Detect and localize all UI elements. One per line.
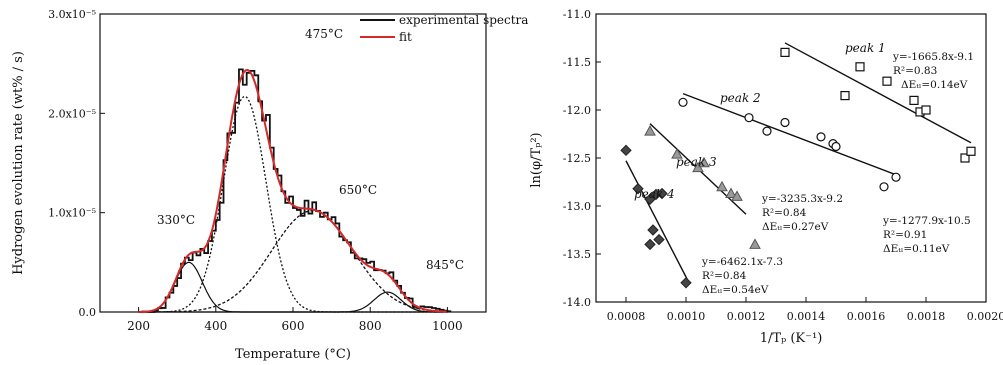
fit-line-peak-1 [784,42,972,144]
right-x-tick-label: 0.0016 [847,310,886,323]
peak-1-point [840,90,850,101]
arrhenius-chart: 0.0008 0.0010 0.0012 0.0014 0.0016 0.0018 0.00… [529,8,1003,346]
legend-label-fit: fit [399,30,412,44]
left-x-axis-label: Temperature (°C) [235,347,351,362]
peak-4-point [632,183,644,195]
series-label-peak-4: peak 4 [634,187,675,201]
right-y-tick-label: -12.5 [563,152,591,165]
left-x-tick-label: 400 [204,319,227,333]
equation-peak-3-line-1: R²=0.84 [762,207,807,219]
peak-3-point [716,180,728,192]
equation-peak-2-line-2: ΔEₜₗ=0.11eV [883,243,950,255]
left-y-tick-label: 0.0 [79,306,97,319]
peak-2-point [816,132,826,142]
left-x-tick-label: 600 [282,319,305,333]
equation-peak-4-line-0: y=-6462.1x-7.3 [701,256,783,268]
peak-1-point [882,76,892,86]
series-label-peak-2: peak 2 [720,91,761,105]
peak-2-point [891,172,901,182]
peak-2-point [879,182,889,192]
left-y-tick-label: 2.0x10⁻⁵ [48,107,96,120]
peak-2-point [762,126,772,136]
component-curve-2 [138,210,448,313]
equation-peak-2-line-0: y=-1277.9x-10.5 [882,215,971,227]
peak-3-point [644,125,656,136]
peak-4-point [653,233,665,246]
peak-3-point [725,187,737,199]
right-y-tick-label: -11.5 [563,56,591,69]
peak-1-point [960,153,970,163]
equation-peak-3-line-0: y=-3235.3x-9.2 [761,193,843,205]
left-x-tick-label: 1000 [432,319,463,333]
peak-3-point [749,238,761,249]
peak-label-845: 845°C [426,258,464,272]
right-x-tick-label: 0.0018 [907,310,946,323]
peak-1-point [909,95,919,106]
component-curve-3 [138,291,448,313]
equation-peak-2-line-1: R²=0.91 [883,229,927,241]
right-x-tick-label: 0.0008 [607,310,646,323]
peak-label-475: 475°C [305,27,343,41]
right-x-tick-label: 0.0020 [967,310,1003,323]
peak-3-point [731,190,743,201]
experimental-spectrum-line [138,68,452,313]
legend-label-experimental: experimental spectra [399,13,528,27]
right-y-tick-label: -12.0 [563,104,591,117]
peak-4-point [644,238,656,251]
series-label-peak-3: peak 3 [676,155,717,169]
peak-3-point [698,156,710,168]
peak-4-point [644,193,656,205]
right-y-tick-label: -11.0 [563,8,591,21]
fit-line-peak-2 [682,92,897,176]
right-x-tick-label: 0.0014 [787,310,826,323]
peak-1-point [780,47,790,58]
right-y-tick-label: -13.0 [563,200,591,213]
right-y-tick-label: -13.5 [563,248,591,261]
peak-4-point [620,144,632,157]
peak-2-point [780,117,790,128]
component-curve-1 [138,95,448,313]
left-y-tick-label: 1.0x10⁻⁵ [48,207,96,220]
peak-label-330: 330°C [157,213,195,227]
equation-peak-1-line-2: ΔEₜₗ=0.14eV [901,79,968,91]
peak-4-point [656,187,668,200]
peak-3-point [671,148,683,159]
left-y-axis-label: Hydrogen evolution rate (wt% / s) [11,51,26,275]
equation-peak-1-line-0: y=-1665.8x-9.1 [892,51,974,63]
peak-1-point [921,105,931,115]
right-y-tick-label: -14.0 [563,296,591,309]
peak-2-point [744,113,754,123]
peak-label-650: 650°C [339,183,377,197]
peak-1-point [855,62,865,72]
right-x-axis-label: 1/Tₚ (K⁻¹) [760,331,823,346]
tpd-spectrum-chart: 200 400 600 800 1000 0.0 1.0x10⁻⁵ 2.0x10⁻⁵ 3.0x1… [11,8,528,362]
series-label-peak-1: peak 1 [845,41,886,55]
peak-1-point [966,146,976,156]
peak-2-point [831,141,841,152]
right-x-tick-label: 0.0010 [667,310,706,323]
equation-peak-1-line-1: R²=0.83 [893,65,937,77]
fit-line-peak-4 [625,160,690,284]
left-y-tick-label: 3.0x10⁻⁵ [48,8,96,21]
peak-2-point [678,97,688,107]
fit-curve-line [138,68,447,313]
left-x-tick-label: 200 [127,319,150,333]
right-x-tick-label: 0.0012 [727,310,766,323]
equation-peak-3-line-2: ΔEₜₗ=0.27eV [762,221,829,233]
equation-peak-4-line-1: R²=0.84 [702,270,747,282]
peak-4-point [647,224,659,236]
right-y-axis-label: ln(φ/Tₚ²) [529,132,544,187]
left-x-tick-label: 800 [359,319,382,333]
peak-4-point [680,277,692,289]
equation-peak-4-line-2: ΔEₜₗ=0.54eV [702,284,769,296]
left-legend: experimental spectra fit [360,13,528,44]
